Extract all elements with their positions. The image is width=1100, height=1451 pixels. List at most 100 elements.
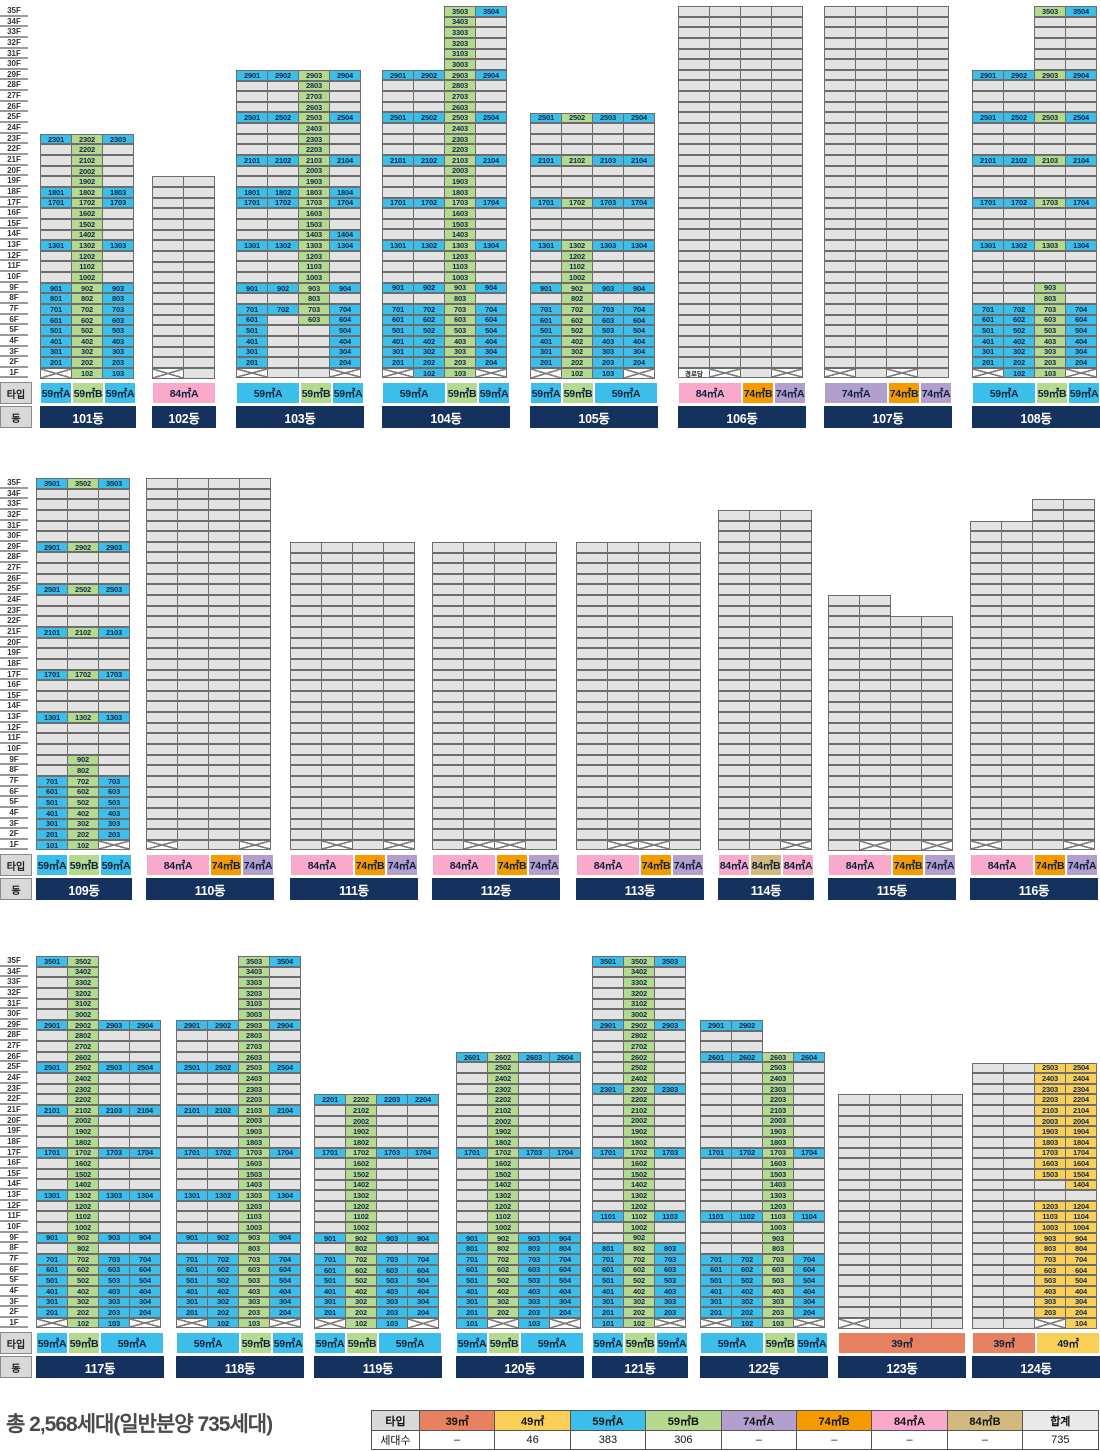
floor-row: 1003 1004	[972, 1222, 1097, 1233]
unit-cell-1203: 1203	[444, 250, 476, 262]
unavailable-cell	[592, 293, 624, 305]
unit-cell-1203: 1203	[238, 1200, 270, 1212]
unavailable-cell	[36, 987, 68, 999]
type-band: 59㎡A 59㎡B 59㎡A	[36, 1332, 164, 1354]
unavailable-cell	[855, 37, 887, 49]
unavailable-cell	[718, 765, 750, 776]
floor-row: 1602	[314, 1158, 439, 1169]
floor-row: 403 404	[972, 1285, 1097, 1297]
unit-cell-203: 203	[444, 357, 476, 368]
floor-row: 802	[314, 1243, 439, 1255]
floor-row	[576, 658, 701, 670]
floor-row	[432, 680, 557, 691]
unavailable-cell	[475, 27, 507, 38]
floor-row: 1102	[40, 261, 134, 273]
unavailable-cell	[267, 80, 299, 92]
unit-cell-2501: 2501	[36, 584, 68, 596]
unavailable-cell	[207, 1030, 239, 1042]
type-cell-59A: 59㎡A	[36, 854, 68, 876]
unavailable-cell	[525, 733, 557, 745]
unavailable-cell	[208, 658, 240, 670]
unavailable-cell	[329, 80, 361, 92]
unavailable-cell	[654, 1051, 686, 1063]
unit-cell-703: 703	[1034, 1254, 1066, 1265]
floor-row	[824, 303, 949, 315]
unavailable-cell	[740, 261, 772, 273]
unit-cell-1702: 1702	[413, 197, 445, 209]
unavailable-cell	[183, 346, 215, 358]
unit-cell-803: 803	[298, 293, 330, 304]
unavailable-cell	[382, 101, 414, 113]
unit-cell-2502: 2502	[487, 1062, 519, 1074]
unit-cell-1702: 1702	[487, 1147, 519, 1159]
type-cell-74A: 74㎡A	[672, 854, 704, 876]
type-cell-74A: 74㎡A	[824, 382, 888, 404]
unavailable-cell	[456, 1190, 488, 1201]
unit-cell-2602: 2602	[67, 1051, 99, 1063]
unit-cell-1703: 1703	[518, 1147, 550, 1159]
unavailable-cell	[1063, 690, 1095, 702]
unit-cell-303: 303	[376, 1296, 408, 1308]
unavailable-cell	[869, 1285, 901, 1297]
unavailable-cell	[931, 1126, 963, 1137]
unavailable-cell	[1034, 133, 1066, 145]
unit-cell-802: 802	[67, 1243, 99, 1254]
unavailable-cell	[463, 754, 495, 766]
unavailable-cell	[1063, 829, 1095, 840]
unit-cell-2102: 2102	[345, 1105, 377, 1116]
unavailable-cell	[678, 272, 710, 283]
unavailable-cell	[970, 807, 1002, 819]
unavailable-cell	[321, 584, 353, 596]
unavailable-cell	[177, 541, 209, 553]
floor-row: 101 102	[36, 839, 130, 851]
unavailable-cell	[780, 595, 812, 606]
unavailable-cell	[177, 648, 209, 659]
unavailable-cell	[290, 563, 322, 574]
unavailable-cell	[917, 272, 949, 283]
floor-row: 201 202 203 204	[382, 357, 507, 368]
unavailable-cell	[1003, 261, 1035, 273]
unit-cell-202: 202	[561, 357, 593, 368]
unit-cell-204: 204	[269, 1307, 301, 1318]
unavailable-cell	[525, 786, 557, 798]
unavailable-cell	[36, 1168, 68, 1180]
floor-row	[970, 690, 1095, 702]
floor-row	[146, 690, 271, 702]
unavailable-cell	[700, 1041, 732, 1052]
unavailable-cell	[972, 1062, 1004, 1074]
building-105동: 2501 2502 2503 2504 2101 2102 2103 2104 1701 1702…	[530, 6, 658, 430]
unavailable-cell	[1063, 765, 1095, 776]
floor-row: 2403	[700, 1073, 825, 1084]
unavailable-cell	[352, 669, 384, 681]
floor-row: 2101 2102 2103 2104	[972, 154, 1097, 166]
unit-cell-502: 502	[71, 325, 103, 336]
building-110동: 84㎡A 74㎡B 74㎡A 110동	[146, 478, 274, 902]
unavailable-cell	[931, 1211, 963, 1223]
unavailable-cell	[921, 754, 953, 766]
unavailable-cell	[290, 637, 322, 649]
unavailable-cell	[183, 325, 215, 336]
unit-cell-602: 602	[71, 314, 103, 326]
unit-cell-503: 503	[1034, 1275, 1066, 1286]
unavailable-cell	[1003, 1264, 1035, 1276]
floor-row: 1102	[36, 1211, 161, 1223]
unit-cell-1603: 1603	[238, 1158, 270, 1169]
unavailable-cell	[463, 605, 495, 617]
floor-row	[970, 797, 1095, 808]
unavailable-cell	[669, 701, 701, 713]
unit-cell-2203: 2203	[376, 1094, 408, 1106]
unavailable-cell	[463, 797, 495, 808]
unavailable-cell	[432, 616, 464, 628]
unit-cell-1102: 1102	[731, 1211, 763, 1223]
unit-cell-801: 801	[456, 1243, 488, 1255]
unavailable-cell	[383, 722, 415, 734]
unavailable-cell	[669, 669, 701, 681]
unavailable-cell	[921, 637, 953, 649]
unavailable-cell	[413, 208, 445, 219]
unavailable-cell	[1001, 765, 1033, 776]
unavailable-cell	[1032, 616, 1064, 627]
unit-cell-2303: 2303	[762, 1083, 794, 1095]
floor-row	[576, 669, 701, 681]
unavailable-cell	[40, 155, 72, 166]
unavailable-cell	[931, 1094, 963, 1106]
